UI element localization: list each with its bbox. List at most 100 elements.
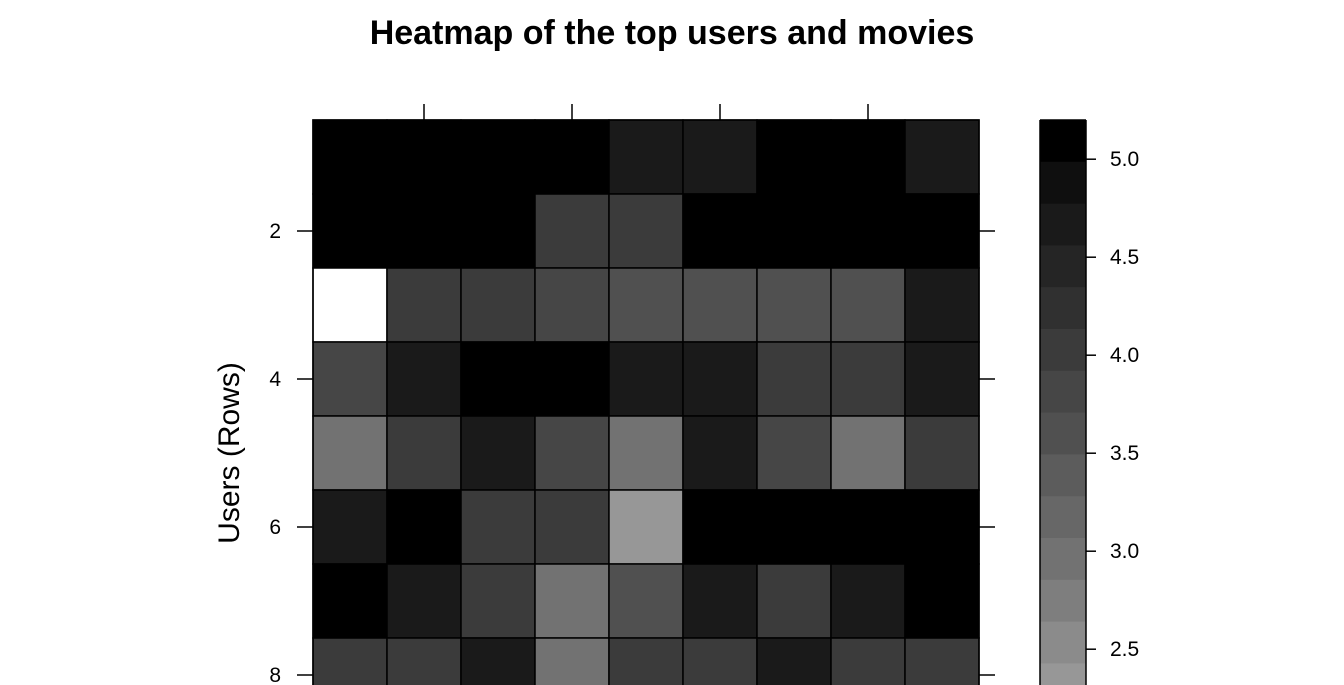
heatmap-cell (830, 119, 906, 195)
heatmap-cell (682, 637, 758, 685)
colorbar-swatch (1040, 538, 1086, 581)
heatmap-cell (312, 637, 388, 685)
heatmap-cell (534, 415, 610, 491)
heatmap-cell (756, 489, 832, 565)
colorbar-swatch (1040, 579, 1086, 623)
heatmap-cell (756, 415, 832, 491)
heatmap-cell (682, 563, 758, 639)
heatmap-cell (682, 193, 758, 269)
heatmap-cell (608, 637, 684, 685)
heatmap-cell (904, 563, 980, 639)
colorbar: 5.0 4.5 4.0 3.5 3.0 2.5 (1039, 119, 1139, 685)
colorbar-tick-label: 2.5 (1110, 638, 1139, 661)
heatmap-cell (756, 267, 832, 343)
heatmap-cell (608, 415, 684, 491)
heatmap-axes: 2 4 6 8 (269, 104, 995, 685)
plot-frame (312, 119, 980, 685)
colorbar-swatch (1040, 663, 1086, 685)
heatmap-cell (904, 267, 980, 343)
heatmap-cell (830, 415, 906, 491)
heatmap-cell (460, 637, 536, 685)
colorbar-tick-label: 3.0 (1110, 540, 1139, 563)
heatmap-cell (534, 119, 610, 195)
y-axis-label: Users (Rows) (213, 362, 246, 544)
heatmap-cell (534, 563, 610, 639)
heatmap-cell (312, 119, 388, 195)
heatmap-cell (904, 193, 980, 269)
heatmap-cell (608, 119, 684, 195)
heatmap-cell (830, 193, 906, 269)
heatmap-cell (534, 637, 610, 685)
heatmap-cell (386, 119, 462, 195)
colorbar-tick-label: 4.5 (1110, 246, 1139, 269)
heatmap-cell (386, 563, 462, 639)
heatmap-cells (312, 119, 980, 685)
chart-title: Heatmap of the top users and movies (370, 14, 975, 52)
heatmap-cell (386, 193, 462, 269)
heatmap-cell (682, 119, 758, 195)
colorbar-swatch (1040, 203, 1086, 246)
heatmap-cell (386, 341, 462, 417)
colorbar-swatch (1040, 454, 1086, 497)
heatmap-cell (830, 267, 906, 343)
heatmap-cell (756, 637, 832, 685)
heatmap-cell (312, 415, 388, 491)
heatmap-cell (534, 267, 610, 343)
heatmap-cell (460, 341, 536, 417)
heatmap-cell (904, 637, 980, 685)
heatmap-cell (460, 267, 536, 343)
heatmap-cell (312, 341, 388, 417)
heatmap-cell (534, 489, 610, 565)
heatmap-cell (830, 489, 906, 565)
y-tick-label: 2 (269, 220, 281, 243)
heatmap-cell (682, 415, 758, 491)
heatmap-cell (756, 341, 832, 417)
colorbar-swatch (1040, 370, 1086, 414)
heatmap-cell (756, 563, 832, 639)
heatmap-cell (312, 563, 388, 639)
heatmap-cell (386, 489, 462, 565)
colorbar-tick-label: 4.0 (1110, 344, 1139, 367)
colorbar-swatch (1040, 161, 1086, 205)
heatmap-cell (460, 563, 536, 639)
heatmap-cell (460, 119, 536, 195)
colorbar-swatch (1040, 120, 1086, 163)
heatmap-cell (830, 341, 906, 417)
heatmap-cell (460, 489, 536, 565)
heatmap-cell (682, 341, 758, 417)
heatmap-cell (460, 415, 536, 491)
heatmap-cell (756, 119, 832, 195)
heatmap-cell (386, 415, 462, 491)
colorbar-tick-label: 5.0 (1110, 148, 1139, 171)
colorbar-swatch (1040, 621, 1086, 664)
heatmap-cell (534, 193, 610, 269)
y-tick-label: 4 (269, 368, 281, 391)
heatmap-cell (312, 193, 388, 269)
colorbar-tick-label: 3.5 (1110, 442, 1139, 465)
heatmap-cell (312, 489, 388, 565)
y-tick-label: 6 (269, 516, 281, 539)
heatmap-cell (312, 267, 388, 343)
heatmap-cell (608, 193, 684, 269)
heatmap-cell (386, 267, 462, 343)
heatmap-cell (904, 415, 980, 491)
heatmap-cell (756, 193, 832, 269)
colorbar-swatch (1040, 287, 1086, 330)
heatmap-cell (608, 489, 684, 565)
heatmap-cell (608, 341, 684, 417)
colorbar-swatch (1040, 496, 1086, 539)
heatmap-cell (830, 637, 906, 685)
y-tick-label: 8 (269, 664, 281, 685)
heatmap-cell (904, 489, 980, 565)
heatmap-cell (608, 563, 684, 639)
colorbar-swatch (1040, 329, 1086, 372)
heatmap-cell (534, 341, 610, 417)
heatmap-cell (830, 563, 906, 639)
heatmap-cell (386, 637, 462, 685)
heatmap-cell (904, 341, 980, 417)
heatmap-cell (682, 267, 758, 343)
colorbar-swatch (1040, 412, 1086, 455)
heatmap-cell (608, 267, 684, 343)
heatmap-cell (460, 193, 536, 269)
